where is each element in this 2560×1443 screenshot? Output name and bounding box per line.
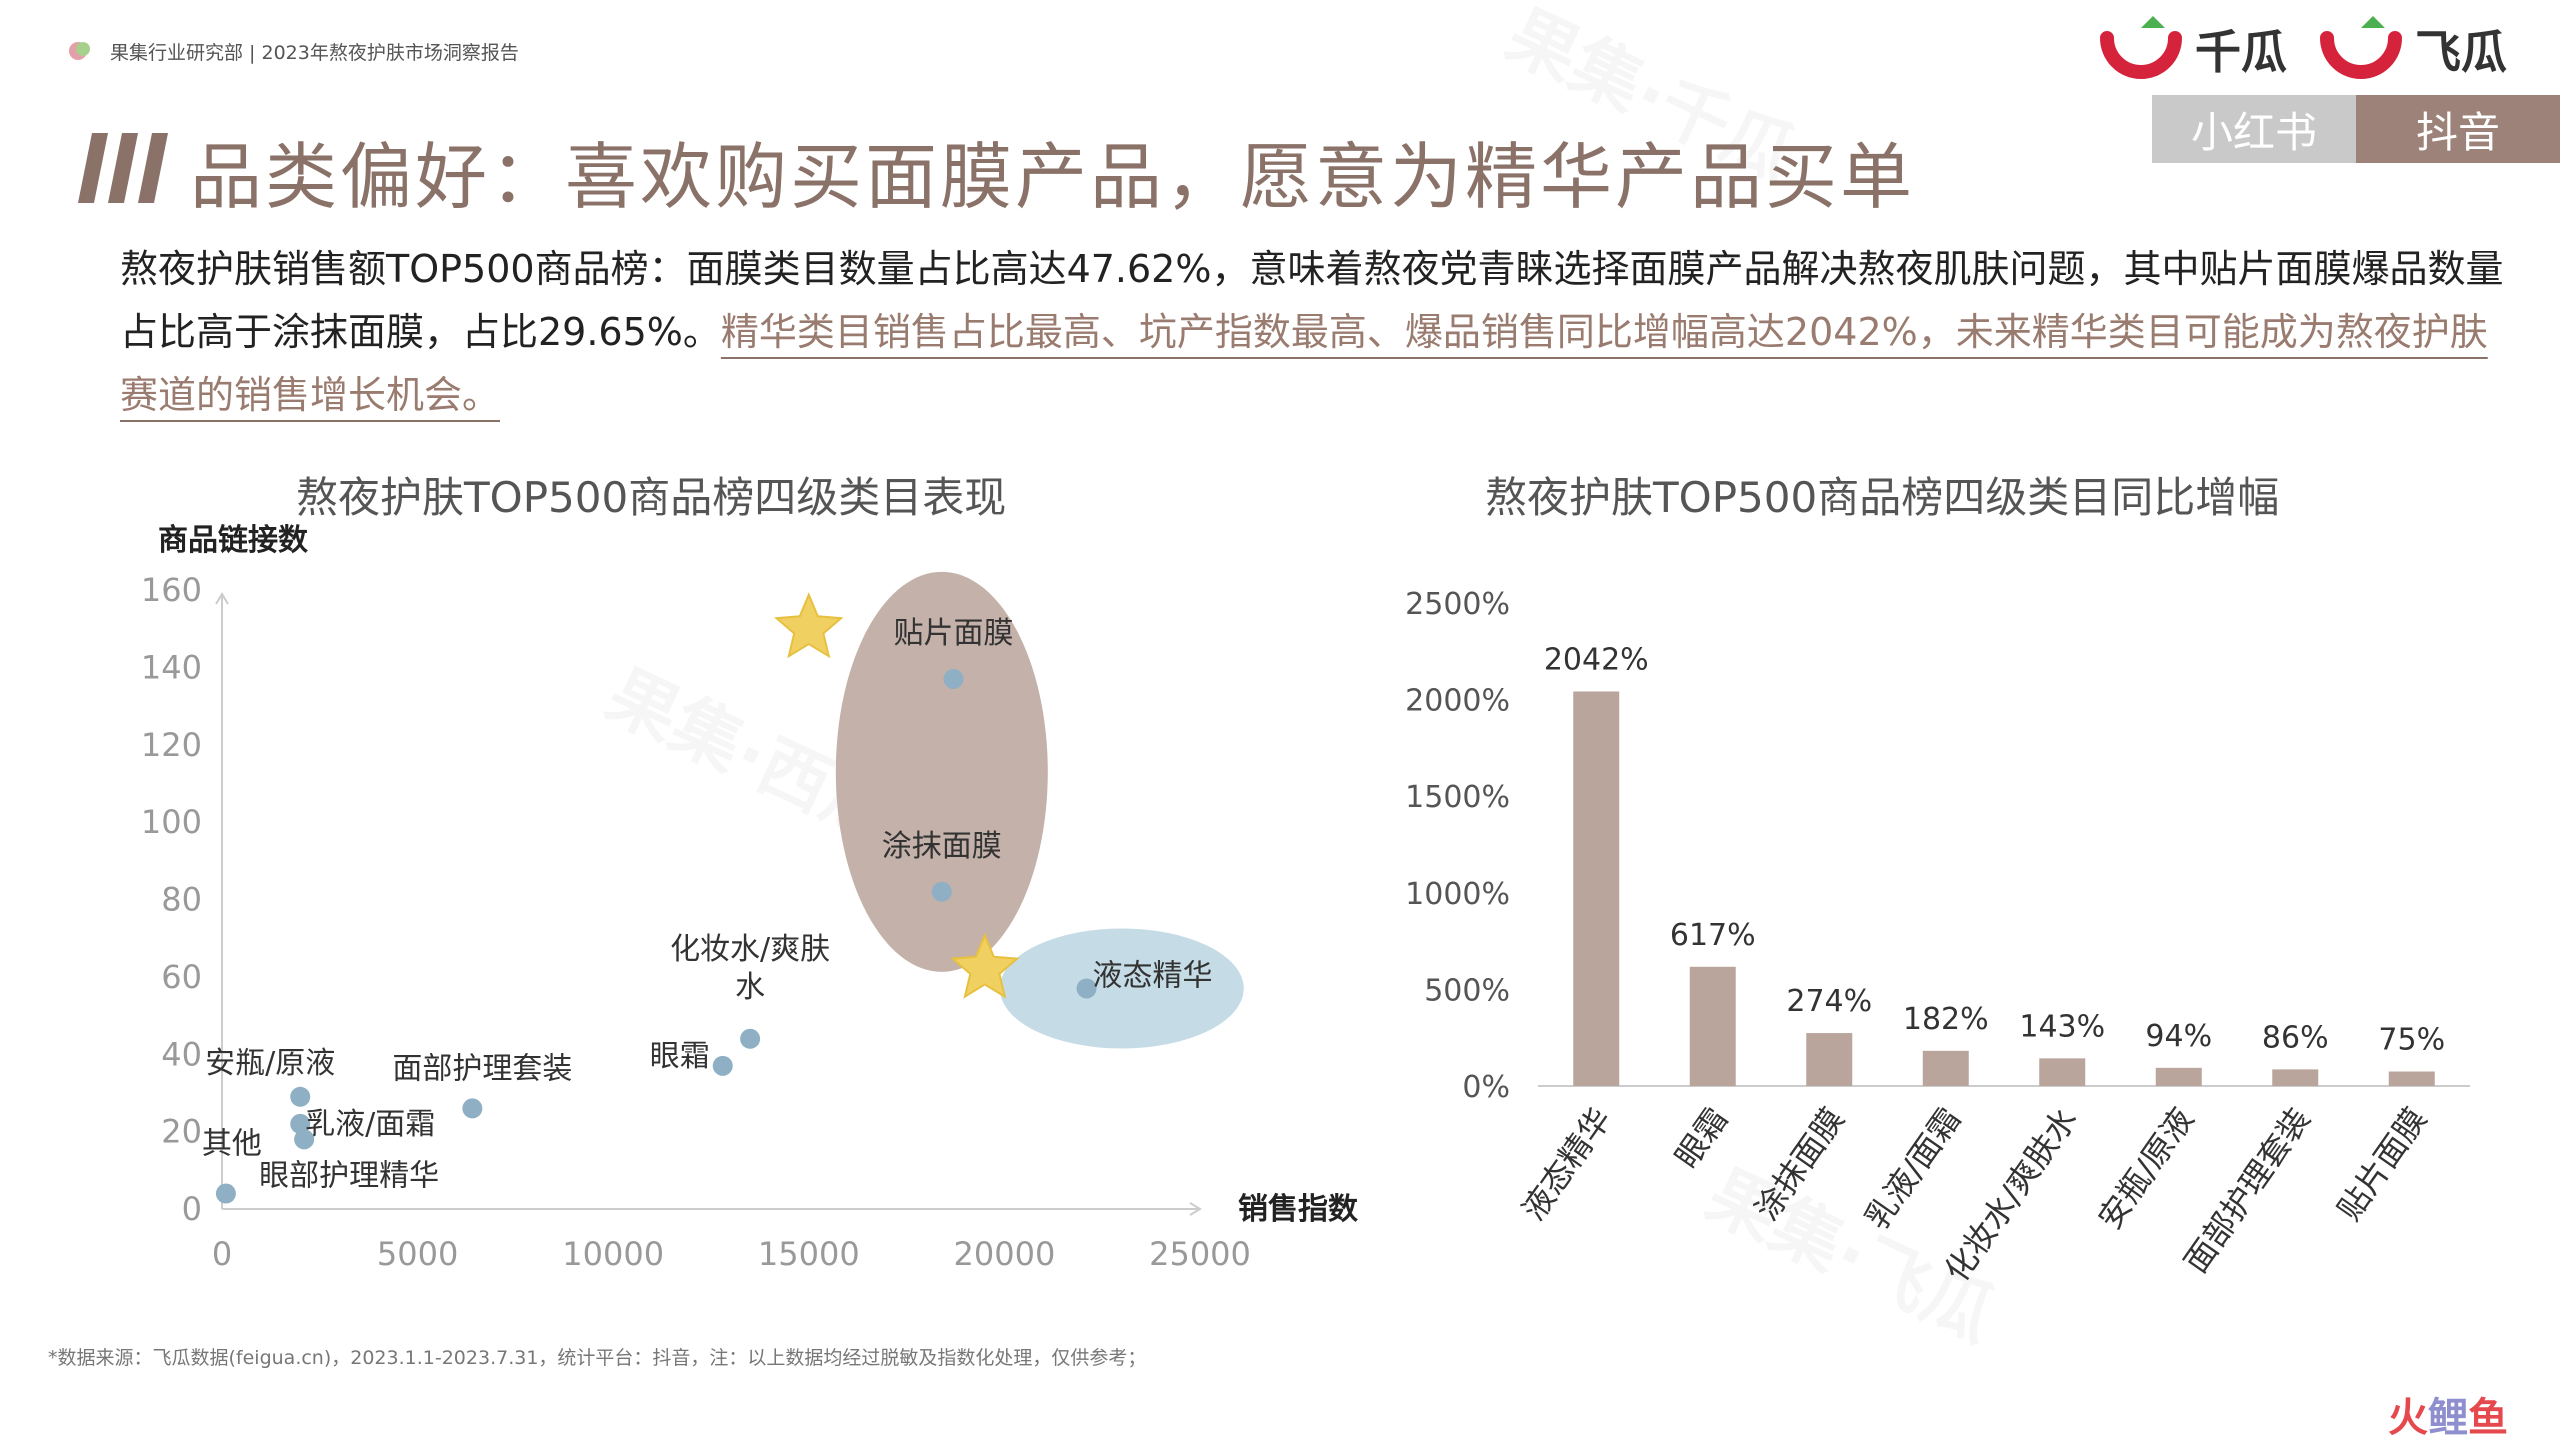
point-label: 安瓶/原液: [205, 1046, 335, 1081]
star-icon: [950, 932, 1020, 999]
y-tick-label: 120: [141, 726, 202, 764]
bar-value-label: 2042%: [1544, 642, 1649, 677]
scatter-point: [931, 881, 952, 902]
bar-value-label: 143%: [2019, 1009, 2105, 1044]
bar-y-tick-label: 1000%: [1405, 877, 1510, 912]
point-label: 水: [735, 970, 765, 1005]
report-label: 果集行业研究部 | 2023年熬夜护肤市场洞察报告: [110, 42, 519, 64]
y-axis-label: 商品链接数: [158, 523, 309, 558]
bar-y-tick-label: 1500%: [1405, 780, 1510, 815]
y-tick-label: 0: [182, 1190, 202, 1228]
point-label: 乳液/面霜: [305, 1107, 435, 1142]
bar-category-label: 液态精华: [1514, 1101, 1619, 1228]
platform-tabs: 小红书 抖音: [2152, 95, 2560, 163]
bar-category-label: 涂抹面膜: [1747, 1101, 1852, 1228]
logo-feigua-text: 飞瓜: [2415, 25, 2507, 79]
corner-logo-part2: 鲤: [2428, 1395, 2468, 1441]
point-label: 面部护理套装: [392, 1051, 572, 1086]
bar-y-tick-label: 2000%: [1405, 684, 1510, 719]
y-tick-label: 140: [141, 648, 202, 686]
bar-value-label: 94%: [2145, 1019, 2212, 1054]
scatter-point: [943, 668, 964, 689]
x-tick-label: 0: [212, 1235, 232, 1273]
bar: [2039, 1058, 2086, 1086]
x-tick-label: 15000: [758, 1235, 860, 1273]
bar-value-label: 274%: [1786, 984, 1872, 1019]
scatter-chart-title: 熬夜护肤TOP500商品榜四级类目表现: [296, 473, 1007, 522]
corner-logo-part3: 鱼: [2468, 1395, 2508, 1441]
bar: [1573, 691, 1620, 1086]
scatter-point: [462, 1098, 483, 1119]
tab-xiaohongshu[interactable]: 小红书: [2152, 95, 2356, 163]
bar-value-label: 75%: [2378, 1023, 2445, 1058]
intro-highlight: 精华类目销售占比最高、坑产指数最高、爆品销售同比增幅高达2042%，未来精华类目…: [120, 310, 2488, 417]
scatter-point: [290, 1086, 311, 1107]
bar-y-tick-label: 500%: [1424, 973, 1510, 1008]
bar: [2155, 1067, 2202, 1086]
bar: [2272, 1069, 2319, 1086]
bar-category-label: 眼霜: [1667, 1101, 1735, 1175]
x-axis-arrow-icon: [1189, 1202, 1202, 1216]
star-icon: [774, 592, 844, 659]
bar-y-tick-label: 2500%: [1405, 587, 1510, 622]
bar-category-label: 贴片面膜: [2330, 1101, 2435, 1228]
bar-category-label: 安瓶/原液: [2091, 1101, 2202, 1236]
scatter-point: [290, 1113, 311, 1134]
scatter-point: [215, 1183, 236, 1204]
qiangua-logo-icon: [2100, 16, 2182, 79]
point-label: 液态精华: [1093, 958, 1213, 993]
essence-highlight-ellipse: [999, 928, 1244, 1049]
bar: [2388, 1071, 2435, 1086]
bar-chart-title: 熬夜护肤TOP500商品榜四级类目同比增幅: [1485, 473, 2280, 522]
y-tick-label: 100: [141, 803, 202, 841]
footnote: *数据来源：飞瓜数据(feigua.cn)，2023.1.1-2023.7.31…: [48, 1347, 1147, 1369]
point-label: 化妆水/爽肤: [670, 932, 830, 967]
title-bars-icon: [78, 133, 168, 203]
page-title: 品类偏好：喜欢购买面膜产品，愿意为精华产品买单: [190, 135, 1916, 219]
x-axis-label: 销售指数: [1238, 1192, 1359, 1227]
y-tick-label: 60: [161, 958, 202, 996]
point-label: 眼部护理精华: [259, 1158, 439, 1193]
scatter-point: [712, 1055, 733, 1076]
point-label: 其他: [202, 1127, 262, 1162]
point-label: 眼霜: [650, 1039, 710, 1074]
corner-logo: 火鲤鱼: [2388, 1385, 2508, 1443]
bar-value-label: 86%: [2262, 1020, 2329, 1055]
x-tick-label: 20000: [954, 1235, 1056, 1273]
corner-logo-part1: 火: [2388, 1395, 2428, 1441]
report-logo-icon: [69, 42, 90, 60]
bar: [1689, 966, 1736, 1086]
intro-paragraph: 熬夜护肤销售额TOP500商品榜：面膜类目数量占比高达47.62%，意味着熬夜党…: [120, 238, 2520, 427]
x-tick-label: 10000: [562, 1235, 664, 1273]
y-tick-label: 40: [161, 1035, 202, 1073]
y-tick-label: 20: [161, 1113, 202, 1151]
point-label: 涂抹面膜: [882, 829, 1002, 864]
y-tick-label: 160: [141, 571, 202, 609]
bar-value-label: 182%: [1903, 1002, 1989, 1037]
x-tick-label: 25000: [1149, 1235, 1251, 1273]
x-tick-label: 5000: [377, 1235, 458, 1273]
bar-y-tick-label: 0%: [1462, 1070, 1510, 1105]
bar-value-label: 617%: [1670, 918, 1756, 953]
y-tick-label: 80: [161, 881, 202, 919]
y-axis-arrow-icon: [215, 592, 229, 605]
bar-category-label: 乳液/面霜: [1858, 1101, 1969, 1236]
bar: [1806, 1033, 1853, 1086]
scatter-point: [294, 1129, 315, 1150]
feigua-logo-icon: [2320, 16, 2402, 79]
tab-douyin[interactable]: 抖音: [2356, 95, 2560, 163]
logo-qiangua-text: 千瓜: [2195, 25, 2287, 79]
scatter-point: [740, 1028, 761, 1049]
bar: [1922, 1050, 1969, 1086]
point-label: 贴片面膜: [894, 616, 1014, 651]
brand-logos: 千瓜 飞瓜: [2100, 16, 2507, 79]
mask-highlight-ellipse: [835, 571, 1048, 972]
intro-text: 熬夜护肤销售额TOP500商品榜：面膜类目数量占比高达47.62%，意味着熬夜党…: [120, 247, 2504, 354]
scatter-point: [1076, 978, 1097, 999]
